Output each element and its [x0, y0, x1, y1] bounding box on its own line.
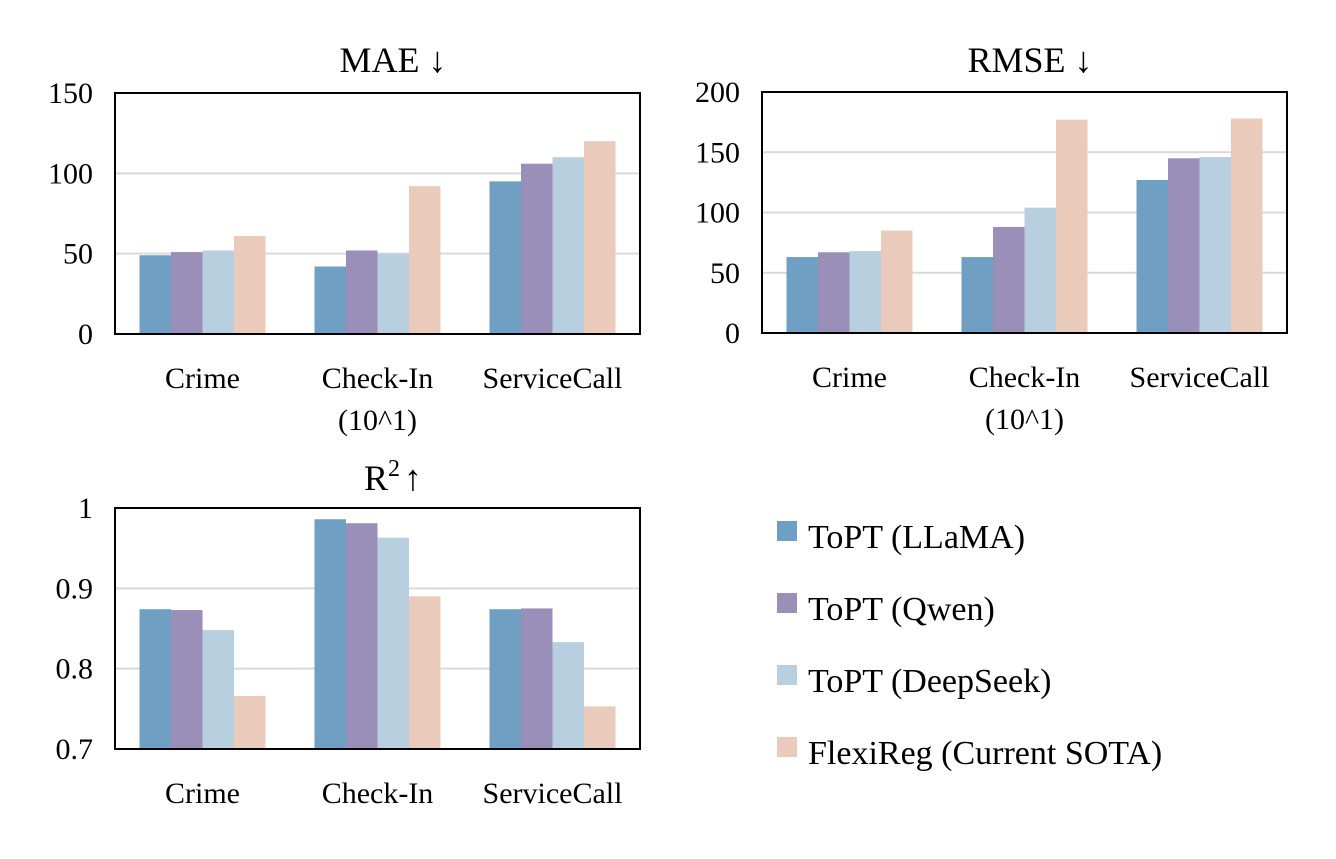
r2-bar-servicecall-qwen: [521, 608, 553, 749]
r2-category-label-check-in: Check-In: [322, 777, 434, 810]
mae-bar-check-in-flexireg: [409, 186, 441, 334]
rmse-ytick-label: 200: [695, 76, 740, 109]
rmse-category-label-servicecall: ServiceCall: [1130, 361, 1270, 394]
legend-item-deepseek: ToPT (DeepSeek): [777, 663, 1051, 700]
mae-bar-servicecall-qwen: [521, 163, 553, 334]
legend-item-flexireg: FlexiReg (Current SOTA): [777, 735, 1162, 772]
r2-ytick-label: 0.9: [56, 572, 94, 605]
rmse-bar-crime-llama: [786, 257, 818, 333]
r2-title-main: R: [364, 458, 388, 498]
mae-bar-check-in-llama: [314, 266, 346, 334]
rmse-plot-frame: [761, 91, 1288, 334]
rmse-bar-check-in-qwen: [993, 226, 1025, 333]
legend-label-deepseek: ToPT (DeepSeek): [808, 663, 1051, 700]
rmse-chart: RMSE ↓ 0 50 100 150 200 Crime Check-In (10^1) Ser…: [695, 40, 1288, 436]
mae-bar-crime-llama: [139, 255, 171, 334]
rmse-title: RMSE ↓: [967, 40, 1092, 80]
mae-bar-servicecall-deepseek: [552, 157, 584, 334]
mae-bar-crime-qwen: [171, 252, 203, 334]
mae-category-label-check-in: Check-In: [322, 362, 434, 395]
mae-bar-check-in-deepseek: [377, 253, 409, 334]
rmse-category-label-crime: Crime: [812, 361, 887, 394]
rmse-bar-servicecall-qwen: [1168, 158, 1200, 333]
rmse-bar-servicecall-llama: [1136, 179, 1168, 333]
legend-label-flexireg: FlexiReg (Current SOTA): [808, 735, 1162, 772]
rmse-category-label-check-in: Check-In: [969, 361, 1081, 394]
mae-category-label-check-in: (10^1): [338, 404, 417, 437]
r2-ytick-label: 0.8: [56, 653, 94, 686]
r2-bar-crime-qwen: [171, 610, 203, 749]
legend-label-qwen: ToPT (Qwen): [808, 591, 995, 628]
mae-bar-servicecall-flexireg: [584, 141, 616, 334]
rmse-ytick-label: 50: [710, 257, 740, 290]
mae-ytick-label: 0: [78, 318, 93, 351]
mae-category-label-crime: Crime: [165, 362, 240, 395]
r2-ytick-label: 0.7: [56, 733, 94, 766]
rmse-bar-check-in-deepseek: [1024, 207, 1056, 333]
rmse-bar-check-in-llama: [961, 257, 993, 333]
mae-chart: MAE ↓ 0 50 100 150 Crime Check-In (10^1) Service…: [48, 40, 641, 437]
legend-item-qwen: ToPT (Qwen): [777, 591, 995, 628]
r2-title-arrow: ↑: [404, 458, 422, 498]
mae-ytick-label: 150: [48, 77, 93, 110]
rmse-bar-crime-deepseek: [849, 251, 881, 333]
r2-category-label-servicecall: ServiceCall: [483, 777, 623, 810]
mae-bar-check-in-qwen: [346, 250, 378, 334]
legend-item-llama: ToPT (LLaMA): [777, 519, 1025, 556]
r2-bar-servicecall-flexireg: [584, 706, 616, 749]
rmse-bar-crime-qwen: [818, 252, 850, 333]
r2-bar-servicecall-deepseek: [552, 642, 584, 749]
r2-title-superscript: 2: [388, 456, 400, 482]
mae-title: MAE ↓: [340, 40, 447, 80]
rmse-category-label-check-in: (10^1): [985, 403, 1064, 436]
r2-ytick-label: 1: [78, 492, 93, 525]
r2-bar-check-in-deepseek: [377, 537, 409, 749]
rmse-bar-crime-flexireg: [881, 230, 913, 333]
legend-label-llama: ToPT (LLaMA): [808, 519, 1025, 556]
mae-ytick-label: 100: [48, 157, 93, 190]
rmse-ytick-label: 150: [695, 136, 740, 169]
r2-bar-crime-llama: [139, 609, 171, 749]
rmse-bar-check-in-flexireg: [1056, 119, 1088, 333]
r2-chart: R2 ↑ 0.7 0.8 0.9 1 Crime Check-In ServiceCall: [56, 456, 641, 810]
r2-title: R2 ↑: [364, 456, 422, 498]
rmse-ytick-label: 100: [695, 197, 740, 230]
rmse-ytick-label: 0: [725, 317, 740, 350]
mae-bar-servicecall-llama: [489, 181, 521, 334]
mae-plot-frame: [114, 92, 641, 335]
r2-bar-crime-flexireg: [234, 695, 266, 749]
mae-category-label-servicecall: ServiceCall: [483, 362, 623, 395]
legend-swatch-flexireg: [777, 737, 797, 757]
r2-bar-servicecall-llama: [489, 609, 521, 749]
r2-plot-frame: [114, 507, 641, 750]
mae-bar-crime-deepseek: [202, 250, 234, 334]
r2-category-label-crime: Crime: [165, 777, 240, 810]
legend-swatch-llama: [777, 521, 797, 541]
r2-bar-check-in-qwen: [346, 523, 378, 749]
r2-bar-check-in-flexireg: [409, 596, 441, 749]
legend: ToPT (LLaMA) ToPT (Qwen) ToPT (DeepSeek)…: [777, 519, 1162, 772]
rmse-bar-servicecall-flexireg: [1231, 118, 1263, 333]
mae-ytick-label: 50: [63, 238, 93, 271]
legend-swatch-qwen: [777, 593, 797, 613]
rmse-bar-servicecall-deepseek: [1199, 157, 1231, 333]
legend-swatch-deepseek: [777, 665, 797, 685]
r2-bar-crime-deepseek: [202, 630, 234, 749]
r2-bar-check-in-llama: [314, 519, 346, 749]
mae-bar-crime-flexireg: [234, 235, 266, 334]
